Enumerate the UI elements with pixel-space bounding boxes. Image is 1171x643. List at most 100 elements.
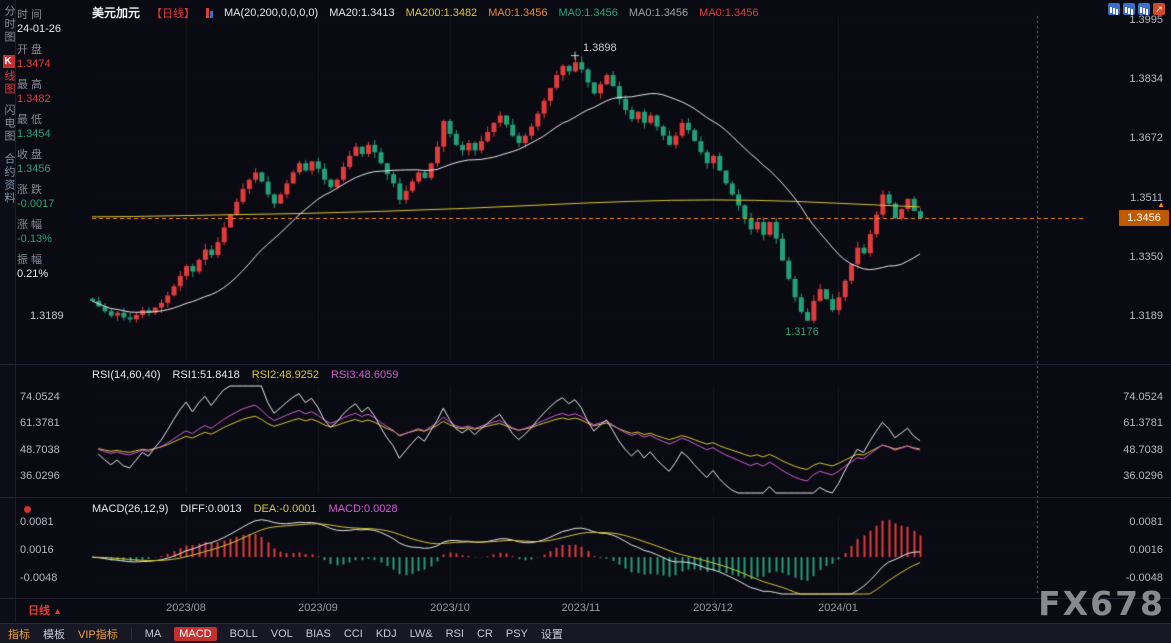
macd-axis-left-3: -0.0048 bbox=[20, 572, 57, 584]
rsi3-value: RSI3:48.6059 bbox=[331, 369, 398, 381]
kline-tab-label: 线图 bbox=[3, 70, 15, 96]
macd-title: MACD(26,12,9) bbox=[92, 503, 168, 515]
ma0-value-1: MA0:1.3456 bbox=[488, 7, 547, 19]
quote-change-label: 涨 跌 bbox=[17, 181, 87, 198]
macd-axis-right-1: 0.0081 bbox=[1101, 516, 1163, 528]
indicator-toolbar: 指标 模板 VIP指标 MA MACD BOLL VOL BIAS CCI KD… bbox=[0, 623, 1171, 643]
rsi1-value: RSI1:51.8418 bbox=[172, 369, 239, 381]
quote-time-label: 时 间 bbox=[17, 6, 87, 23]
chart-canvas[interactable] bbox=[0, 0, 1171, 643]
ma0-value-3: MA0:1.3456 bbox=[629, 7, 688, 19]
price-axis-label-1: 1.3995 bbox=[1101, 14, 1163, 26]
ma0-value-2: MA0:1.3456 bbox=[559, 7, 618, 19]
macd-header: MACD(26,12,9) DIFF:0.0013 DEA:-0.0001 MA… bbox=[92, 503, 398, 515]
toolbar-item-psy[interactable]: PSY bbox=[506, 628, 528, 640]
period-selector[interactable]: 日线 ▲ bbox=[28, 602, 62, 618]
rsi-axis-left-1: 74.0524 bbox=[20, 391, 60, 403]
x-axis-label-3: 2023/10 bbox=[424, 602, 476, 614]
quote-high-value: 1.3482 bbox=[17, 93, 87, 111]
macd-axis-left-2: 0.0016 bbox=[20, 544, 54, 556]
toolbar-item-cci[interactable]: CCI bbox=[344, 628, 363, 640]
panel-separator-3 bbox=[0, 598, 1171, 599]
quote-time-value: 24-01-26 bbox=[17, 23, 87, 41]
high-annotation: 1.3898 bbox=[583, 43, 617, 54]
sidebar-tab-contract-info[interactable]: 合约资料 bbox=[1, 153, 17, 205]
ma-settings: MA(20,200,0,0,0,0) bbox=[224, 7, 318, 19]
x-axis-label-1: 2023/08 bbox=[160, 602, 212, 614]
kline-tab-badge: K bbox=[3, 55, 15, 68]
macd-axis-left-1: 0.0081 bbox=[20, 516, 54, 528]
rsi-axis-right-4: 36.0296 bbox=[1101, 470, 1163, 482]
rsi-axis-right-1: 74.0524 bbox=[1101, 391, 1163, 403]
quote-low-value: 1.3454 bbox=[17, 128, 87, 146]
price-axis-label-6: 1.3189 bbox=[1101, 310, 1163, 322]
ma200-value: MA200:1.3482 bbox=[406, 7, 478, 19]
price-axis-label-3: 1.3672 bbox=[1101, 132, 1163, 144]
current-price-tag: 1.3456 bbox=[1119, 210, 1169, 226]
ma0-value-4: MA0:1.3456 bbox=[699, 7, 758, 19]
toolbar-separator bbox=[131, 628, 132, 640]
panel-separator-1 bbox=[0, 364, 1171, 365]
quote-low-label: 最 低 bbox=[17, 111, 87, 128]
price-axis-label-2: 1.3834 bbox=[1101, 73, 1163, 85]
toolbar-item-bias[interactable]: BIAS bbox=[306, 628, 331, 640]
symbol-name: 美元加元 bbox=[92, 4, 140, 21]
toolbar-item-templates[interactable]: 模板 bbox=[43, 626, 65, 642]
quote-open-value: 1.3474 bbox=[17, 58, 87, 76]
ma20-value: MA20:1.3413 bbox=[329, 7, 394, 19]
toolbar-item-lw[interactable]: LW& bbox=[410, 628, 433, 640]
toolbar-item-settings[interactable]: 设置 bbox=[541, 626, 563, 642]
price-tick-up-arrow: ▲ bbox=[1157, 201, 1165, 209]
rsi-axis-right-2: 61.3781 bbox=[1101, 417, 1163, 429]
macd-axis-right-3: -0.0048 bbox=[1101, 572, 1163, 584]
rsi-axis-left-4: 36.0296 bbox=[20, 470, 60, 482]
diff-value: DIFF:0.0013 bbox=[180, 503, 241, 515]
quote-open-label: 开 盘 bbox=[17, 41, 87, 58]
rsi2-value: RSI2:48.9252 bbox=[252, 369, 319, 381]
low-annotation: 1.3176 bbox=[785, 327, 819, 338]
rsi-axis-right-3: 48.7038 bbox=[1101, 444, 1163, 456]
trading-terminal: 分时图 K 线图 闪电图 合约资料 时 间 24-01-26 开 盘 1.3474… bbox=[0, 0, 1171, 643]
quote-amplitude-value: 0.21% bbox=[17, 268, 87, 286]
rsi-header: RSI(14,60,40) RSI1:51.8418 RSI2:48.9252 … bbox=[92, 369, 398, 381]
quote-panel: 时 间 24-01-26 开 盘 1.3474 最 高 1.3482 最 低 1… bbox=[17, 6, 87, 286]
quote-change-value: -0.0017 bbox=[17, 198, 87, 216]
period-tag: 【日线】 bbox=[151, 5, 195, 21]
chart-header: 美元加元 【日线】 MA(20,200,0,0,0,0) MA20:1.3413… bbox=[92, 4, 759, 21]
period-label: 日线 bbox=[28, 605, 50, 617]
brand-watermark: FX678 bbox=[1038, 584, 1165, 623]
toolbar-item-cr[interactable]: CR bbox=[477, 628, 493, 640]
x-axis-label-5: 2023/12 bbox=[687, 602, 739, 614]
quote-high-label: 最 高 bbox=[17, 76, 87, 93]
panel-separator-2 bbox=[0, 497, 1171, 498]
x-axis-label-4: 2023/11 bbox=[555, 602, 607, 614]
toolbar-item-vip-indicators[interactable]: VIP指标 bbox=[78, 626, 118, 642]
x-axis-label-2: 2023/09 bbox=[292, 602, 344, 614]
price-axis-label-4: 1.3511 bbox=[1101, 192, 1163, 204]
toolbar-item-vol[interactable]: VOL bbox=[271, 628, 293, 640]
rsi-title: RSI(14,60,40) bbox=[92, 369, 160, 381]
quote-change-pct-label: 涨 幅 bbox=[17, 216, 87, 233]
toolbar-item-ma[interactable]: MA bbox=[145, 628, 162, 640]
quote-amplitude-label: 振 幅 bbox=[17, 251, 87, 268]
kline-style-icon[interactable] bbox=[206, 8, 213, 18]
macd-value: MACD:0.0028 bbox=[329, 503, 398, 515]
period-arrow-icon: ▲ bbox=[53, 606, 62, 616]
price-axis-label-5: 1.3350 bbox=[1101, 251, 1163, 263]
toolbar-item-indicators[interactable]: 指标 bbox=[8, 626, 30, 642]
x-axis-label-6: 2024/01 bbox=[812, 602, 864, 614]
price-axis-left-min-label: 1.3189 bbox=[30, 310, 64, 322]
sidebar-tab-time-chart[interactable]: 分时图 bbox=[1, 5, 17, 44]
sidebar-tab-kline-chart[interactable]: K 线图 bbox=[1, 55, 17, 96]
toolbar-item-rsi[interactable]: RSI bbox=[446, 628, 464, 640]
left-tab-strip: 分时图 K 线图 闪电图 合约资料 bbox=[0, 0, 16, 622]
toolbar-item-kdj[interactable]: KDJ bbox=[376, 628, 397, 640]
dea-value: DEA:-0.0001 bbox=[254, 503, 317, 515]
sidebar-tab-lightning-chart[interactable]: 闪电图 bbox=[1, 104, 17, 143]
macd-axis-right-2: 0.0016 bbox=[1101, 544, 1163, 556]
rsi-axis-left-3: 48.7038 bbox=[20, 444, 60, 456]
toolbar-item-boll[interactable]: BOLL bbox=[230, 628, 258, 640]
quote-close-label: 收 盘 bbox=[17, 146, 87, 163]
quote-close-value: 1.3456 bbox=[17, 163, 87, 181]
toolbar-item-macd[interactable]: MACD bbox=[174, 627, 216, 641]
